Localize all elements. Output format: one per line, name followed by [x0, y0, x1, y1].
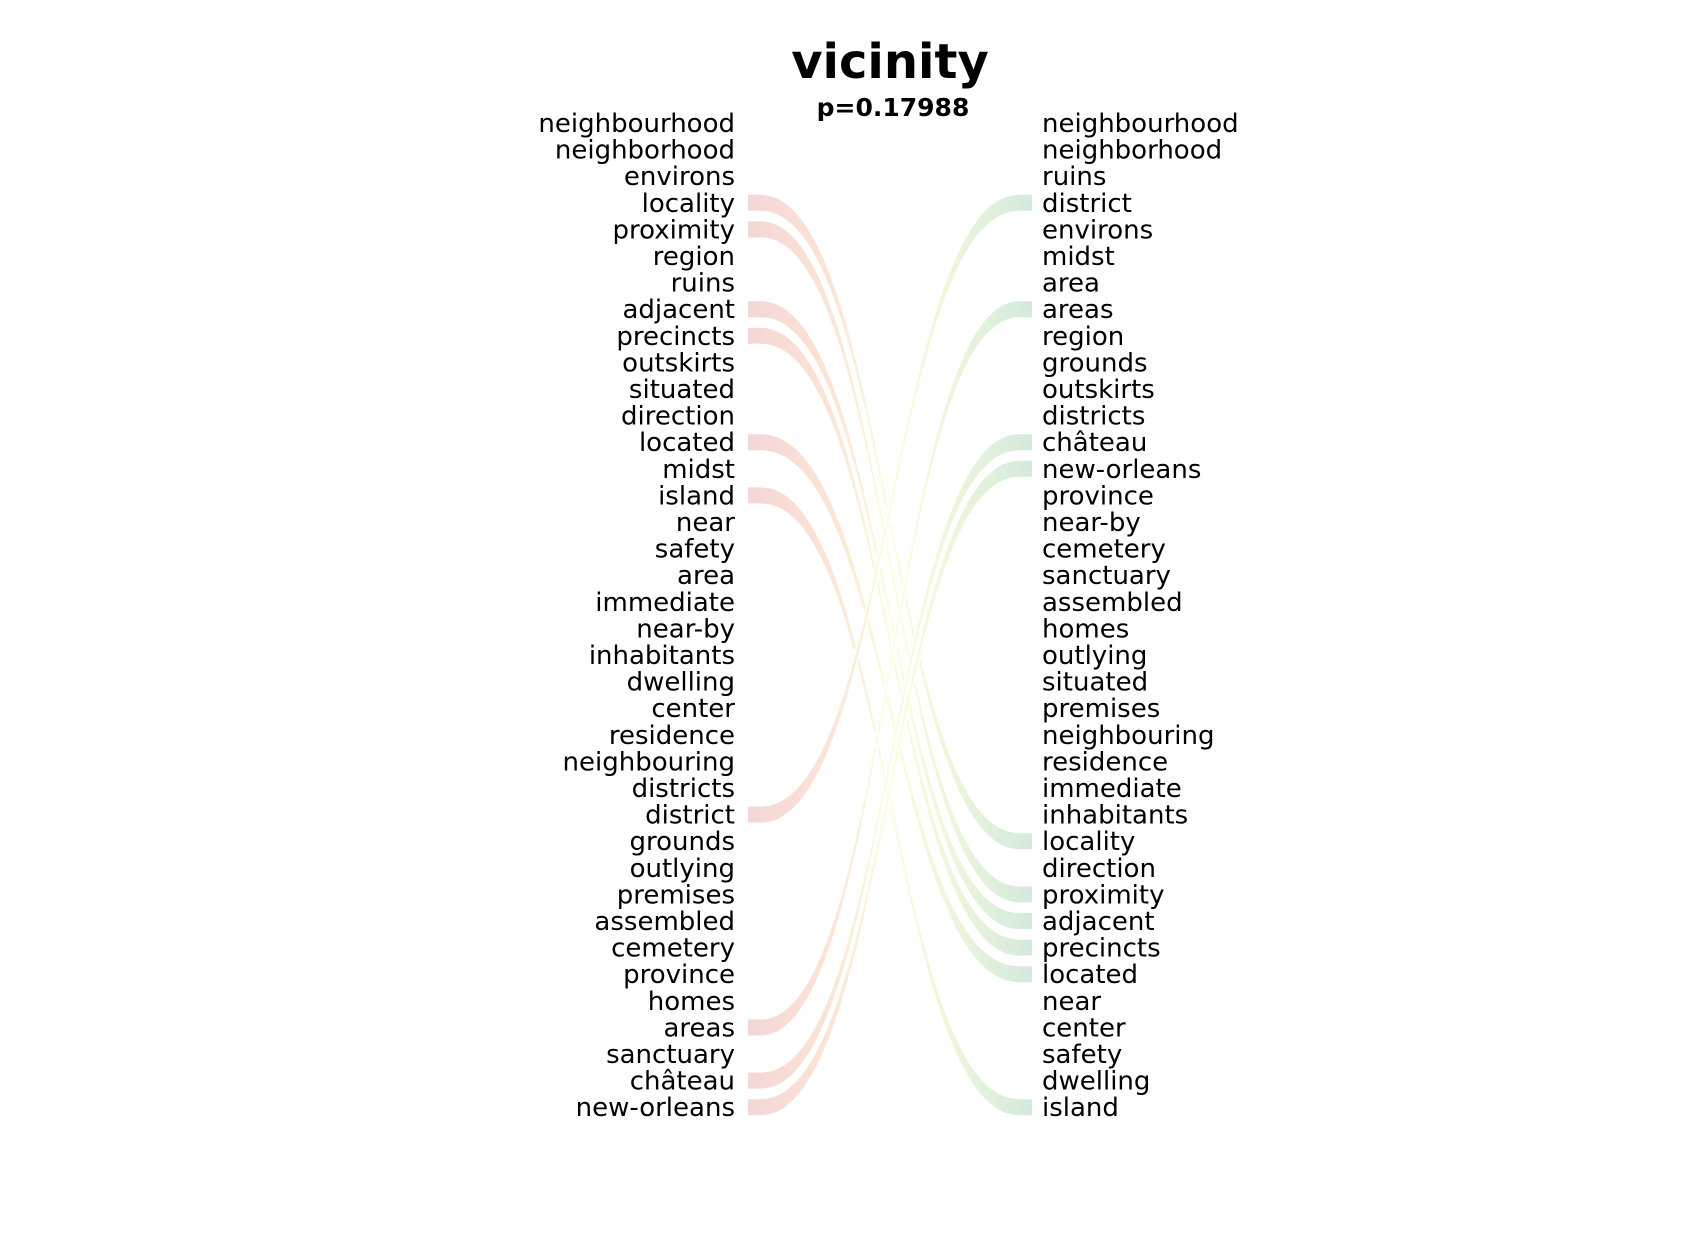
left-label-assembled: assembled: [594, 907, 735, 937]
left-label-neighborhood: neighborhood: [555, 136, 735, 166]
left-label-province: province: [623, 960, 735, 990]
right-label-assembled: assembled: [1042, 588, 1183, 618]
right-label-immediate: immediate: [1042, 774, 1182, 804]
left-label-ruins: ruins: [671, 269, 735, 299]
left-label-precincts: precincts: [616, 322, 735, 352]
right-label-island: island: [1042, 1093, 1119, 1123]
right-label-adjacent: adjacent: [1042, 907, 1155, 937]
right-label-château: château: [1042, 428, 1147, 458]
link-new-orleans: [746, 458, 1034, 1118]
right-label-areas: areas: [1042, 295, 1114, 325]
right-ranking-labels: neighbourhoodneighborhoodruinsdistricten…: [1042, 109, 1239, 1123]
left-label-island: island: [658, 481, 735, 511]
right-label-sanctuary: sanctuary: [1042, 561, 1171, 591]
left-label-near: near: [676, 508, 735, 538]
chart-title: vicinity: [791, 34, 989, 90]
left-label-locality: locality: [642, 189, 735, 219]
link-proximity: [746, 219, 1034, 905]
right-label-locality: locality: [1042, 827, 1135, 857]
left-label-environs: environs: [624, 162, 735, 192]
left-label-sanctuary: sanctuary: [606, 1040, 735, 1070]
rank-links: [746, 192, 1034, 1118]
right-label-residence: residence: [1042, 747, 1168, 777]
right-label-new-orleans: new-orleans: [1042, 455, 1201, 485]
left-label-neighbourhood: neighbourhood: [538, 109, 735, 139]
link-adjacent: [746, 299, 1034, 931]
right-label-outlying: outlying: [1042, 641, 1147, 671]
right-label-center: center: [1042, 1013, 1126, 1043]
right-label-neighbouring: neighbouring: [1042, 721, 1214, 751]
left-label-outskirts: outskirts: [622, 348, 735, 378]
right-label-districts: districts: [1042, 402, 1145, 432]
right-label-environs: environs: [1042, 215, 1153, 245]
right-label-region: region: [1042, 322, 1124, 352]
left-label-outlying: outlying: [630, 854, 735, 884]
left-label-grounds: grounds: [629, 827, 735, 857]
link-precincts: [746, 325, 1034, 958]
right-label-outskirts: outskirts: [1042, 375, 1155, 405]
right-label-near: near: [1042, 987, 1101, 1017]
right-label-grounds: grounds: [1042, 348, 1148, 378]
left-label-immediate: immediate: [595, 588, 735, 618]
left-ranking-labels: neighbourhoodneighborhoodenvironslocalit…: [538, 109, 735, 1123]
left-label-dwelling: dwelling: [627, 668, 735, 698]
chart-subtitle: p=0.17988: [817, 93, 970, 122]
left-label-district: district: [645, 801, 735, 831]
left-label-proximity: proximity: [613, 215, 735, 245]
left-label-new-orleans: new-orleans: [576, 1093, 735, 1123]
right-label-province: province: [1042, 481, 1154, 511]
right-label-located: located: [1042, 960, 1138, 990]
right-label-midst: midst: [1042, 242, 1115, 272]
left-label-safety: safety: [655, 535, 735, 565]
left-label-château: château: [630, 1067, 735, 1097]
link-district: [746, 192, 1034, 825]
right-label-near-by: near-by: [1042, 508, 1141, 538]
right-label-safety: safety: [1042, 1040, 1122, 1070]
left-label-areas: areas: [663, 1013, 735, 1043]
left-label-center: center: [651, 694, 735, 724]
link-located: [746, 432, 1034, 985]
right-label-direction: direction: [1042, 854, 1156, 884]
left-label-homes: homes: [648, 987, 735, 1017]
left-label-direction: direction: [621, 402, 735, 432]
left-label-near-by: near-by: [636, 614, 735, 644]
right-label-precincts: precincts: [1042, 934, 1161, 964]
left-label-adjacent: adjacent: [622, 295, 735, 325]
left-label-districts: districts: [632, 774, 735, 804]
left-label-neighbouring: neighbouring: [563, 747, 735, 777]
left-label-midst: midst: [662, 455, 735, 485]
right-label-homes: homes: [1042, 614, 1129, 644]
right-label-cemetery: cemetery: [1042, 535, 1166, 565]
right-label-area: area: [1042, 269, 1100, 299]
left-label-region: region: [653, 242, 735, 272]
left-label-located: located: [639, 428, 735, 458]
right-label-neighborhood: neighborhood: [1042, 136, 1222, 166]
right-label-inhabitants: inhabitants: [1042, 801, 1188, 831]
right-label-ruins: ruins: [1042, 162, 1106, 192]
left-label-area: area: [677, 561, 735, 591]
right-label-dwelling: dwelling: [1042, 1067, 1150, 1097]
left-label-premises: premises: [617, 880, 735, 910]
link-areas: [746, 299, 1034, 1038]
left-label-situated: situated: [629, 375, 735, 405]
left-label-cemetery: cemetery: [611, 934, 735, 964]
link-château: [746, 432, 1034, 1091]
right-label-neighbourhood: neighbourhood: [1042, 109, 1239, 139]
left-label-residence: residence: [609, 721, 735, 751]
right-label-premises: premises: [1042, 694, 1160, 724]
right-label-district: district: [1042, 189, 1132, 219]
right-label-proximity: proximity: [1042, 880, 1164, 910]
right-label-situated: situated: [1042, 668, 1148, 698]
left-label-inhabitants: inhabitants: [589, 641, 735, 671]
